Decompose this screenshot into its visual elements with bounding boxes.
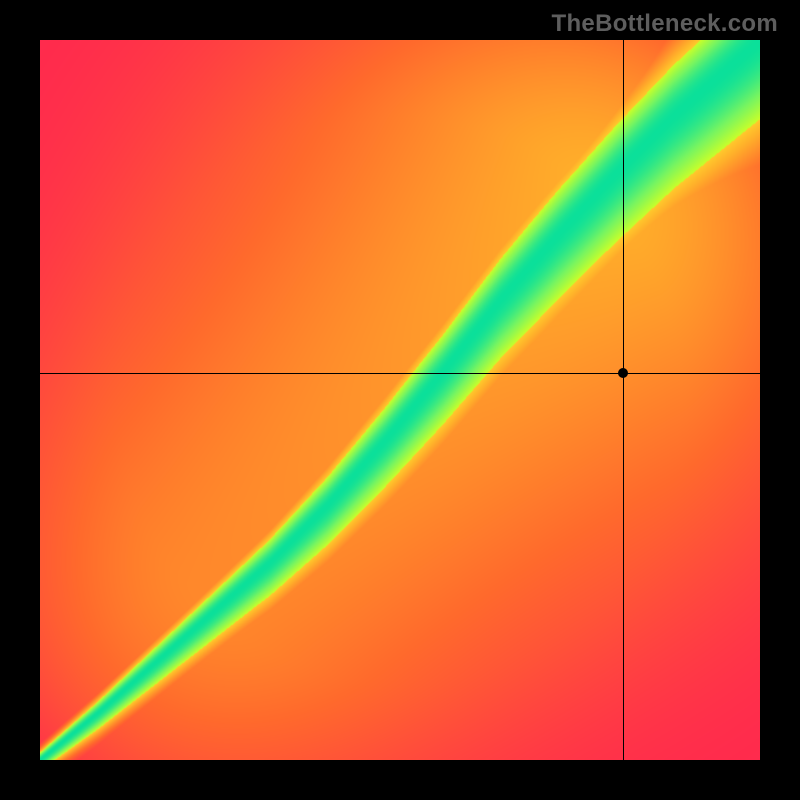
- heatmap-plot: [40, 40, 760, 760]
- crosshair-vertical: [623, 40, 624, 760]
- heatmap-canvas: [40, 40, 760, 760]
- marker-point: [618, 368, 628, 378]
- crosshair-horizontal: [40, 373, 760, 374]
- watermark-text: TheBottleneck.com: [552, 10, 778, 38]
